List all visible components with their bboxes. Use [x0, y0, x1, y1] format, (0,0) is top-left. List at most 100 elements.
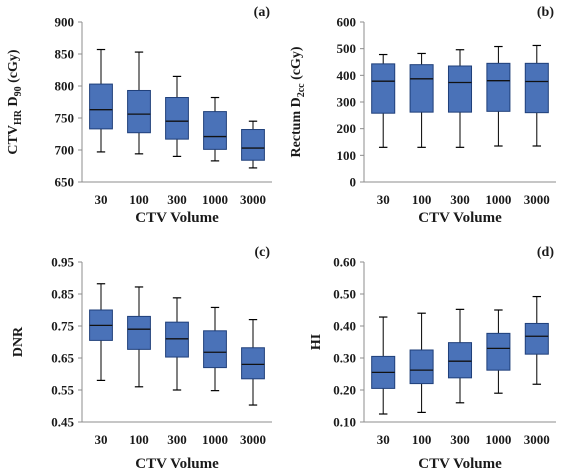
- y-tick-label: 0.50: [333, 287, 356, 302]
- x-axis-label: CTV Volume: [135, 210, 219, 226]
- box-3000: [241, 319, 265, 406]
- x-tick-label: 100: [412, 192, 432, 207]
- iqr-box: [524, 322, 549, 355]
- iqr-box: [241, 129, 265, 161]
- y-tick-label: 650: [55, 175, 75, 190]
- x-tick-label: 300: [167, 192, 187, 207]
- box-300: [165, 75, 189, 157]
- x-axis-label: CTV Volume: [135, 456, 219, 472]
- y-tick-label: 0.75: [51, 319, 74, 334]
- y-axis-label-subscript: 90: [13, 86, 24, 96]
- panel-1: 650 700 750 800 850 900 30 100 300 1000 3000 CTV Vo…: [6, 5, 272, 226]
- y-tick-label: 700: [55, 143, 75, 158]
- iqr-box: [409, 349, 434, 385]
- y-tick-label: 0.60: [333, 255, 356, 270]
- box-1000: [486, 45, 511, 147]
- x-tick-label: 3000: [524, 432, 550, 447]
- x-tick-label: 3000: [240, 192, 266, 207]
- y-tick-label: 0.45: [51, 415, 74, 430]
- iqr-box: [447, 65, 473, 113]
- y-axis-label-subscript: HR: [13, 109, 24, 125]
- iqr-box: [203, 111, 227, 150]
- x-tick-label: 1000: [485, 432, 511, 447]
- panel-label: (d): [537, 245, 554, 260]
- y-axis-label-part: CTV: [6, 125, 21, 155]
- iqr-box: [165, 321, 189, 358]
- iqr-box: [127, 315, 151, 350]
- y-axis-label-part: DNR: [11, 326, 26, 357]
- y-tick-label: 800: [55, 79, 75, 94]
- x-tick-label: 100: [129, 192, 149, 207]
- box-100: [409, 52, 434, 148]
- x-tick-label: 30: [95, 432, 108, 447]
- y-axis-label-part: (cGy): [289, 46, 304, 83]
- y-axis-label-part: (cGy): [6, 49, 21, 86]
- box-300: [447, 49, 473, 148]
- box-100: [127, 51, 151, 155]
- x-tick-label: 3000: [240, 432, 266, 447]
- box-3000: [524, 295, 549, 385]
- y-tick-label: 750: [55, 111, 75, 126]
- x-tick-label: 300: [167, 432, 187, 447]
- panel-3: 0.45 0.55 0.65 0.75 0.85 0.95 30 100 300 1000 3000…: [11, 245, 272, 472]
- x-tick-label: 30: [95, 192, 108, 207]
- box-30: [89, 283, 113, 381]
- x-tick-label: 30: [377, 432, 390, 447]
- panel-label: (c): [254, 245, 270, 260]
- y-tick-label: 500: [337, 41, 357, 56]
- iqr-box: [127, 89, 151, 134]
- iqr-box: [447, 342, 473, 379]
- x-tick-label: 3000: [524, 192, 550, 207]
- x-axis-label: CTV Volume: [418, 210, 502, 226]
- y-tick-label: 0.95: [51, 255, 74, 270]
- x-tick-label: 100: [129, 432, 149, 447]
- y-tick-label: 200: [337, 121, 357, 136]
- panel-label: (a): [254, 5, 271, 20]
- y-axis-label-subscript: 2cc: [296, 83, 307, 97]
- iqr-box: [241, 347, 265, 380]
- y-axis-label: HI: [309, 334, 324, 350]
- y-tick-label: 400: [337, 68, 357, 83]
- x-tick-label: 1000: [202, 432, 228, 447]
- y-tick-label: 300: [337, 95, 357, 110]
- y-tick-label: 0.85: [51, 287, 74, 302]
- box-30: [371, 53, 396, 148]
- y-axis-label: Rectum D2cc (cGy): [289, 46, 307, 157]
- y-axis-label-part: HI: [309, 334, 324, 350]
- y-tick-label: 0.30: [333, 351, 356, 366]
- y-axis-label: CTVHR D90 (cGy): [6, 49, 24, 154]
- box-300: [447, 308, 473, 404]
- y-tick-label: 0.65: [51, 351, 74, 366]
- box-1000: [486, 309, 511, 394]
- y-tick-label: 850: [55, 47, 75, 62]
- y-axis-label-part: D: [6, 96, 21, 110]
- iqr-box: [89, 83, 113, 130]
- x-tick-label: 300: [450, 432, 470, 447]
- y-tick-label: 900: [55, 15, 75, 30]
- y-tick-label: 0.10: [333, 415, 356, 430]
- y-tick-label: 600: [337, 15, 357, 30]
- iqr-box: [486, 62, 511, 112]
- box-300: [165, 297, 189, 391]
- x-tick-label: 1000: [485, 192, 511, 207]
- y-tick-label: 0.40: [333, 319, 356, 334]
- box-30: [89, 48, 113, 153]
- box-100: [409, 312, 434, 413]
- panel-4: 0.10 0.20 0.30 0.40 0.50 0.60 30 100 300 1000 3000…: [309, 245, 556, 472]
- box-1000: [203, 96, 227, 162]
- x-axis-label: CTV Volume: [418, 456, 502, 472]
- iqr-box: [371, 63, 396, 114]
- x-tick-label: 300: [450, 192, 470, 207]
- iqr-box: [165, 97, 189, 140]
- y-tick-label: 0.20: [333, 383, 356, 398]
- iqr-box: [486, 332, 511, 371]
- box-30: [371, 316, 396, 415]
- y-tick-label: 0.55: [51, 383, 74, 398]
- box-3000: [241, 120, 265, 169]
- iqr-box: [524, 62, 549, 114]
- box-3000: [524, 44, 549, 147]
- y-axis-label-part: Rectum D: [289, 97, 304, 157]
- panel-2: 0 100 200 300 400 500 600 30 100 300 1000 3000 CTV V…: [289, 5, 556, 226]
- panel-label: (b): [537, 5, 554, 20]
